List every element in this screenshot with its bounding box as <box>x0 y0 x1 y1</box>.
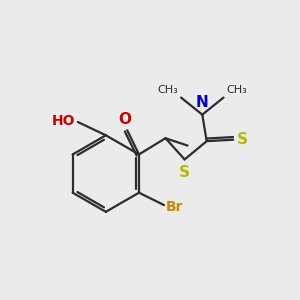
Text: O: O <box>118 112 131 127</box>
Text: CH₃: CH₃ <box>226 85 247 95</box>
Text: N: N <box>196 95 209 110</box>
Text: HO: HO <box>52 114 76 128</box>
Text: S: S <box>237 132 248 147</box>
Text: Br: Br <box>166 200 184 214</box>
Text: S: S <box>179 165 190 180</box>
Text: CH₃: CH₃ <box>158 85 178 95</box>
